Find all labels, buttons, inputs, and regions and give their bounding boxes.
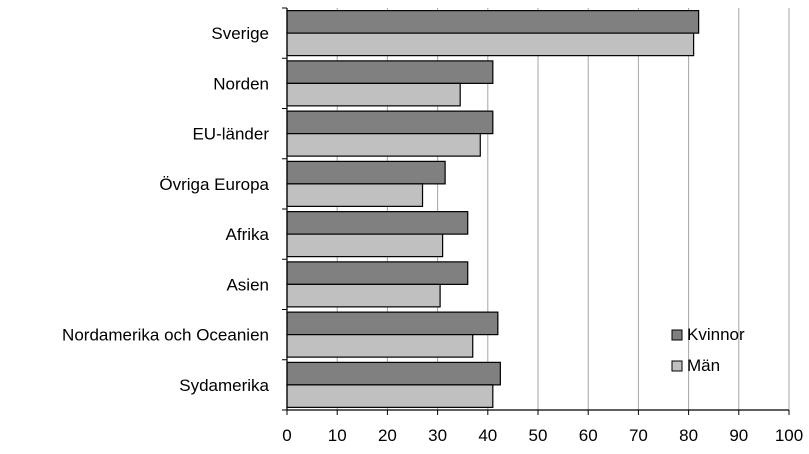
bar-kvinnor xyxy=(286,261,469,285)
legend-swatch-kvinnor xyxy=(671,329,683,341)
x-tick-label: 10 xyxy=(328,426,347,445)
x-tick-label: 40 xyxy=(478,426,497,445)
bar-kvinnor xyxy=(286,211,469,235)
x-tick-label: 50 xyxy=(529,426,548,445)
x-tick-label: 30 xyxy=(428,426,447,445)
x-tick-label: 0 xyxy=(282,426,291,445)
bar-män xyxy=(286,233,444,258)
bar-kvinnor xyxy=(286,160,446,185)
category-label: Asien xyxy=(226,275,269,294)
category-label: Sverige xyxy=(211,24,269,43)
bar-kvinnor xyxy=(286,60,494,84)
category-labels: Sverige Norden EU-länder Övriga Europa Afrik… xyxy=(62,24,269,395)
x-tick-label: 60 xyxy=(579,426,598,445)
bars xyxy=(286,10,700,408)
legend: Kvinnor Män xyxy=(671,325,745,375)
legend-label-kvinnor: Kvinnor xyxy=(687,325,745,344)
category-label: EU-länder xyxy=(192,125,269,144)
bar-män xyxy=(286,384,494,408)
bar-kvinnor xyxy=(286,10,700,34)
bar-kvinnor xyxy=(286,110,494,135)
x-tick-label: 90 xyxy=(729,426,748,445)
bar-män xyxy=(286,133,481,157)
bar-män xyxy=(286,283,441,308)
bar-män xyxy=(286,32,695,57)
category-label: Norden xyxy=(213,74,269,93)
axes xyxy=(282,7,790,415)
bar-kvinnor xyxy=(286,311,499,336)
category-label: Nordamerika och Oceanien xyxy=(62,326,269,345)
bar-män xyxy=(286,82,461,107)
category-label: Sydamerika xyxy=(179,376,269,395)
x-tick-label: 70 xyxy=(629,426,648,445)
bar-män xyxy=(286,183,424,207)
x-tick-label: 20 xyxy=(378,426,397,445)
category-label: Övriga Europa xyxy=(159,175,269,194)
bar-män xyxy=(286,334,474,358)
tick-labels: 0 10 20 30 40 50 60 70 80 90 100 xyxy=(282,426,803,445)
category-label: Afrika xyxy=(226,225,270,244)
x-tick-label: 100 xyxy=(775,426,803,445)
legend-swatch-män xyxy=(671,360,683,372)
bar-kvinnor xyxy=(286,361,501,386)
legend-label-män: Män xyxy=(687,356,720,375)
x-tick-label: 80 xyxy=(679,426,698,445)
